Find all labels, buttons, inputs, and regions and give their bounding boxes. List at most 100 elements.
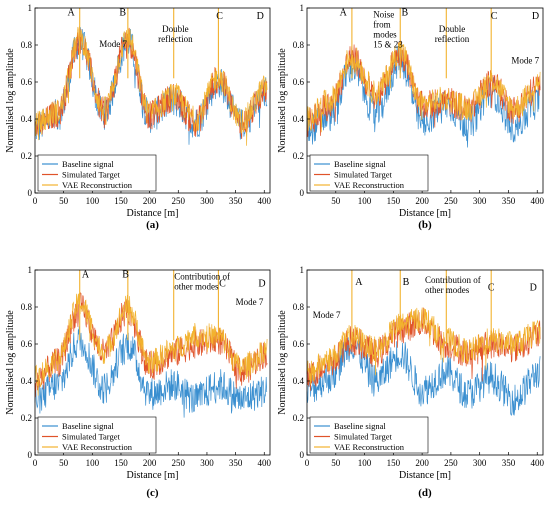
legend-entry: VAE Reconstruction [62, 442, 133, 452]
series-line-simulated-target [34, 292, 268, 398]
x-tick-label: 50 [331, 196, 341, 206]
y-tick-label: 0.4 [21, 376, 33, 386]
x-tick-label: 100 [358, 458, 372, 468]
chart-panel-4: 0 0.2 0.4 0.6 0.8 1 0 50 100 150 200 250 300 350 400 Di… [277, 265, 544, 499]
annotation-text: Contribution of other modes [174, 271, 230, 291]
x-tick-label: 400 [530, 458, 544, 468]
y-tick-label: 0.4 [293, 376, 305, 386]
peak-label-d: D [258, 279, 265, 290]
peak-label-c: C [488, 282, 495, 293]
y-axis-label: Normalised log amplitude [5, 310, 16, 415]
series-line-vae-reconstruction [34, 293, 268, 396]
x-tick-label: 200 [415, 458, 429, 468]
annotation-text: Mode 7 [236, 297, 264, 307]
x-tick-label: 0 [305, 458, 310, 468]
legend-entry: Baseline signal [62, 421, 114, 431]
y-tick-label: 0 [28, 188, 33, 198]
y-tick-label: 0.2 [21, 151, 32, 161]
x-tick-label: 50 [59, 458, 69, 468]
peak-label-b: B [119, 7, 126, 18]
x-tick-label: 50 [331, 458, 341, 468]
series-line-vae-reconstruction [306, 307, 541, 385]
y-tick-label: 0.2 [21, 413, 32, 423]
annotation-text: Contribution of other modes [425, 275, 481, 295]
x-tick-label: 150 [387, 196, 401, 206]
legend-entry: VAE Reconstruction [334, 180, 405, 190]
peak-label-c: C [491, 11, 498, 22]
peak-label-c: C [216, 11, 223, 22]
x-tick-label: 250 [444, 458, 458, 468]
x-tick-label: 300 [200, 458, 214, 468]
peak-label-b: B [122, 269, 129, 280]
x-axis-label: Distance [m] [399, 208, 451, 219]
legend-entry: VAE Reconstruction [334, 442, 405, 452]
y-tick-label: 0 [28, 450, 33, 460]
series-line-baseline-signal [306, 45, 541, 148]
x-tick-label: 100 [86, 458, 100, 468]
peak-label-a: A [67, 7, 75, 18]
x-tick-label: 100 [358, 196, 372, 206]
x-tick-label: 150 [387, 458, 401, 468]
plot-frame [306, 7, 544, 194]
y-axis-label: Normalised log amplitude [277, 48, 288, 153]
x-tick-label: 100 [86, 196, 100, 206]
x-tick-label: 150 [114, 196, 128, 206]
x-tick-label: 250 [444, 196, 458, 206]
y-tick-label: 0.6 [21, 339, 33, 349]
legend-entry: Simulated Target [334, 170, 393, 180]
peak-label-d: D [530, 282, 537, 293]
x-tick-label: 250 [172, 196, 186, 206]
series-line-vae-reconstruction [306, 42, 541, 133]
y-tick-label: 0.4 [21, 114, 33, 124]
panel-label: (d) [418, 487, 432, 499]
legend-entry: Simulated Target [334, 432, 393, 442]
y-tick-label: 0.8 [293, 40, 305, 50]
plot-frame [34, 269, 271, 456]
y-tick-label: 1 [300, 3, 305, 13]
y-tick-label: 0 [300, 450, 305, 460]
x-tick-label: 200 [143, 458, 157, 468]
peak-label-d: D [532, 11, 539, 22]
legend-entry: Baseline signal [62, 159, 114, 169]
x-tick-label: 0 [33, 196, 38, 206]
x-tick-label: 400 [258, 458, 272, 468]
y-axis-label: Normalised log amplitude [5, 48, 16, 153]
y-tick-label: 0.2 [293, 151, 304, 161]
x-tick-label: 300 [473, 196, 487, 206]
x-tick-label: 200 [415, 196, 429, 206]
x-tick-label: 300 [200, 196, 214, 206]
y-tick-label: 0.8 [21, 40, 33, 50]
y-tick-label: 0.8 [293, 302, 305, 312]
legend-entry: VAE Reconstruction [62, 180, 133, 190]
x-tick-label: 0 [33, 458, 38, 468]
legend-entry: Simulated Target [62, 170, 121, 180]
y-tick-label: 1 [300, 265, 305, 275]
x-tick-label: 400 [258, 196, 272, 206]
annotation-text: Noise from modes 15 & 23 [373, 9, 403, 49]
x-axis-label: Distance [m] [399, 470, 451, 481]
x-tick-label: 150 [114, 458, 128, 468]
x-tick-label: 350 [502, 458, 516, 468]
x-tick-label: 350 [229, 458, 243, 468]
panel-label: (c) [146, 487, 159, 499]
y-tick-label: 0.6 [293, 77, 305, 87]
x-tick-label: 50 [59, 196, 69, 206]
peak-label-b: B [402, 7, 409, 18]
chart-panel-1: 0 0.2 0.4 0.6 0.8 1 0 50 100 150 200 250 300 350 400 Di… [5, 3, 272, 231]
peak-label-a: A [82, 269, 90, 280]
annotation-text: Double reflection [158, 24, 193, 44]
y-tick-label: 0 [300, 188, 305, 198]
peak-label-a: A [340, 7, 348, 18]
y-tick-label: 0.6 [293, 339, 305, 349]
peak-label-d: D [257, 11, 264, 22]
annotation-text: Mode 7 [313, 310, 341, 320]
x-tick-label: 250 [172, 458, 186, 468]
legend-entry: Baseline signal [334, 159, 386, 169]
peak-label-c: C [219, 279, 226, 290]
series-line-baseline-signal [34, 27, 268, 145]
